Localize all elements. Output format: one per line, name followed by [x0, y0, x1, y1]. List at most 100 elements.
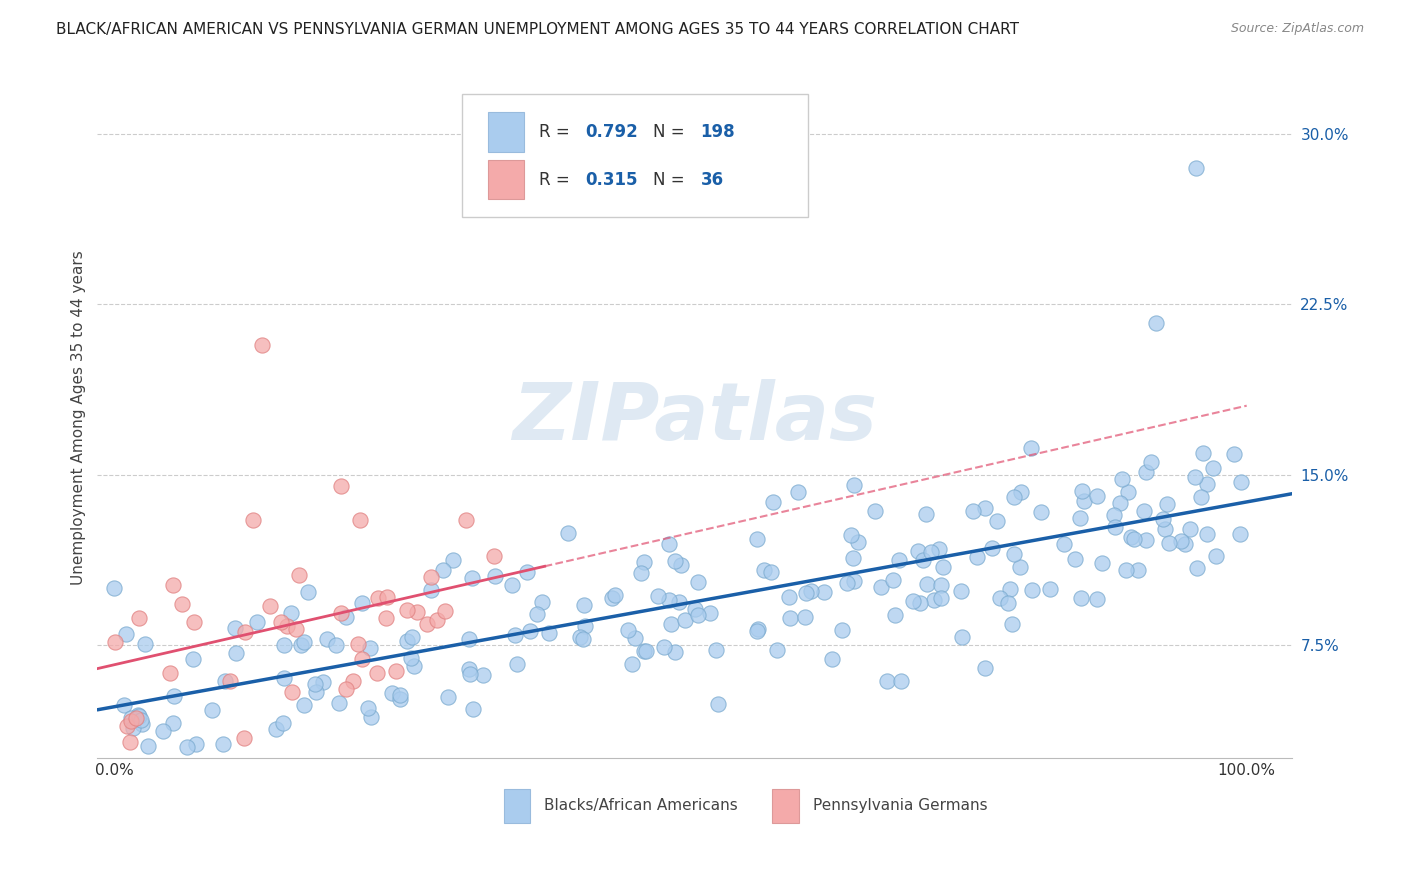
Point: [271, 716, 294, 731]
Point: [129, 714, 152, 728]
Point: [950, 584, 973, 599]
Point: [201, 703, 224, 717]
Point: [214, 673, 236, 688]
Point: [778, 591, 800, 605]
Bar: [772, 789, 799, 823]
Point: [1021, 582, 1043, 597]
Point: [224, 621, 246, 635]
Point: [630, 566, 652, 580]
Point: [572, 632, 595, 646]
Point: [1230, 475, 1253, 489]
Point: [1174, 537, 1197, 551]
Point: [516, 566, 538, 580]
Text: Blacks/African Americans: Blacks/African Americans: [544, 798, 738, 814]
Bar: [503, 789, 530, 823]
Point: [658, 536, 681, 550]
Point: [887, 552, 910, 566]
Point: [831, 624, 853, 638]
Text: N =: N =: [652, 170, 690, 188]
Point: [349, 513, 371, 527]
Point: [688, 607, 710, 622]
Point: [335, 682, 357, 697]
Point: [1021, 442, 1043, 456]
Point: [325, 639, 347, 653]
Point: [457, 662, 479, 676]
Point: [360, 710, 382, 724]
Point: [131, 717, 153, 731]
Point: [1069, 511, 1091, 525]
Point: [181, 652, 204, 666]
Point: [458, 666, 481, 681]
Point: [759, 565, 782, 579]
Point: [912, 553, 935, 567]
Point: [120, 714, 142, 728]
Point: [1202, 460, 1225, 475]
Point: [1091, 556, 1114, 570]
Point: [922, 592, 945, 607]
Point: [1104, 519, 1126, 533]
Point: [800, 584, 823, 599]
Text: 0.315: 0.315: [585, 170, 637, 188]
Point: [419, 582, 441, 597]
Bar: [488, 160, 524, 199]
Point: [915, 576, 938, 591]
Point: [225, 646, 247, 660]
Point: [288, 568, 311, 582]
Point: [839, 528, 862, 542]
Point: [136, 739, 159, 753]
Point: [1070, 484, 1092, 499]
Point: [997, 596, 1019, 610]
Point: [1144, 316, 1167, 330]
Point: [654, 640, 676, 654]
Text: BLACK/AFRICAN AMERICAN VS PENNSYLVANIA GERMAN UNEMPLOYMENT AMONG AGES 35 TO 44 Y: BLACK/AFRICAN AMERICAN VS PENNSYLVANIA G…: [56, 22, 1019, 37]
Point: [297, 585, 319, 599]
Point: [1195, 526, 1218, 541]
Point: [1070, 591, 1092, 606]
Point: [273, 638, 295, 652]
Point: [1152, 512, 1174, 526]
Point: [304, 677, 326, 691]
Point: [793, 609, 815, 624]
Point: [908, 596, 931, 610]
Point: [1184, 470, 1206, 484]
Point: [1159, 535, 1181, 549]
Point: [1010, 484, 1032, 499]
Point: [699, 606, 721, 620]
Point: [821, 651, 844, 665]
Point: [568, 630, 591, 644]
Point: [472, 668, 495, 682]
Point: [276, 619, 298, 633]
Point: [127, 708, 149, 723]
Point: [747, 532, 769, 546]
Point: [218, 673, 240, 688]
Point: [928, 542, 950, 557]
Point: [973, 500, 995, 515]
Point: [929, 578, 952, 592]
Point: [688, 574, 710, 589]
Point: [526, 607, 548, 621]
Point: [329, 606, 352, 620]
Point: [931, 559, 953, 574]
FancyBboxPatch shape: [461, 95, 808, 217]
Point: [389, 692, 412, 706]
Point: [503, 627, 526, 641]
Point: [112, 698, 135, 712]
Point: [1189, 490, 1212, 504]
Point: [456, 513, 478, 527]
Point: [962, 504, 984, 518]
Point: [929, 591, 952, 606]
Point: [432, 562, 454, 576]
Point: [762, 495, 785, 509]
Point: [837, 576, 859, 591]
Point: [745, 624, 768, 638]
Y-axis label: Unemployment Among Ages 35 to 44 years: Unemployment Among Ages 35 to 44 years: [72, 251, 86, 585]
Point: [246, 615, 269, 630]
Point: [1195, 476, 1218, 491]
Point: [292, 698, 315, 712]
Point: [232, 731, 254, 745]
Point: [434, 604, 457, 618]
Point: [557, 526, 579, 541]
Point: [704, 643, 727, 657]
Point: [250, 338, 273, 352]
Point: [329, 479, 352, 493]
